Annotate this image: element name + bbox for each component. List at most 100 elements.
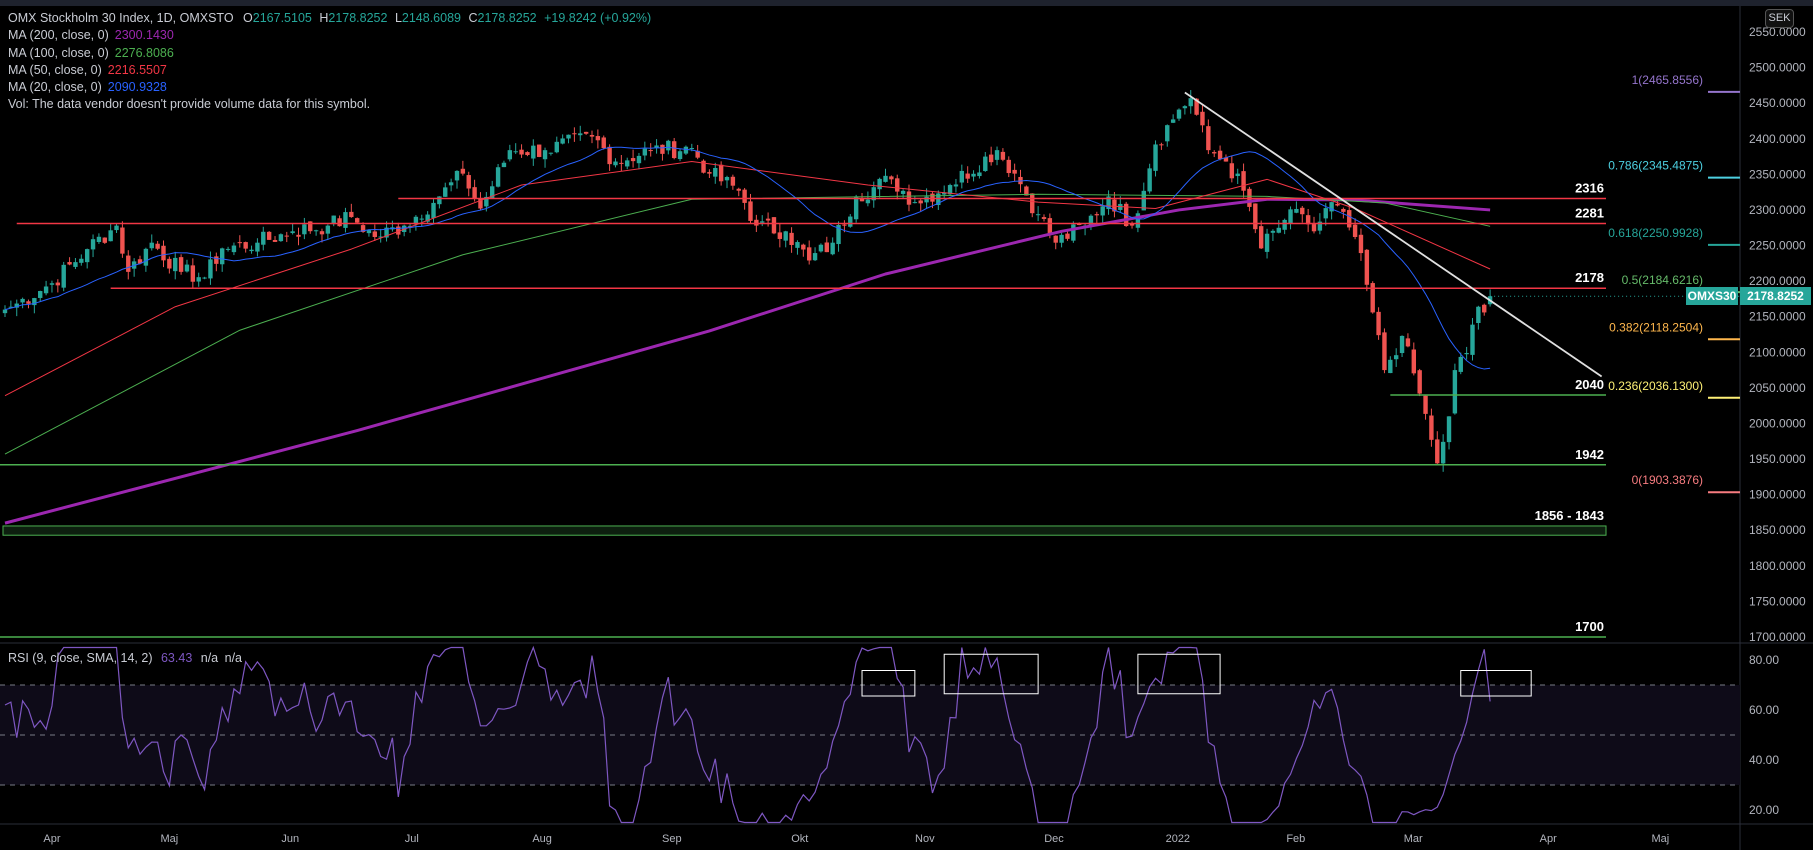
candle-body	[801, 244, 806, 250]
candle-body	[249, 249, 254, 252]
candle-body	[718, 164, 724, 182]
candle-body	[96, 236, 102, 242]
candle-body	[425, 214, 430, 222]
time-tick-label: Maj	[1651, 833, 1669, 845]
candle-body	[1376, 311, 1381, 336]
candle-body	[554, 141, 559, 153]
candle-body	[607, 146, 612, 165]
candle-body	[795, 242, 800, 248]
ma-line-ma50	[4, 161, 1491, 397]
fib-level-label: 0.618(2250.9928)	[1608, 226, 1703, 240]
candle-body	[942, 192, 947, 195]
candle-body	[1446, 416, 1452, 443]
price-tick-label: 2350.0000	[1749, 167, 1806, 181]
level-label: 1942	[1575, 447, 1604, 462]
candle-body	[1012, 169, 1017, 174]
candle-body	[595, 136, 601, 141]
candle-body	[1194, 98, 1199, 115]
candle-body	[859, 198, 865, 202]
candle-body	[1135, 213, 1141, 228]
candle-body	[1305, 215, 1311, 225]
ma-value: 2276.8086	[114, 45, 174, 60]
candle-body	[1347, 210, 1352, 228]
candle-body	[202, 277, 207, 279]
rsi-highlight-box	[1460, 670, 1532, 697]
candle-body	[883, 175, 888, 182]
candle-body	[589, 134, 595, 137]
rsi-legend[interactable]: RSI (9, close, SMA, 14, 2) 63.43 n/a n/a	[8, 651, 242, 665]
candle-body	[1364, 249, 1370, 285]
candle-body	[208, 259, 213, 279]
fib-level-label: 0(1903.3876)	[1632, 473, 1703, 487]
rsi-highlight-box	[943, 653, 1039, 695]
candle-body	[525, 152, 530, 156]
candle-body	[1358, 234, 1364, 254]
candle-body	[167, 258, 172, 269]
ma200-legend[interactable]: MA (200, close, 0) 2300.1430	[8, 27, 651, 44]
ma-line-ma20	[4, 146, 1491, 370]
candle-body	[1440, 441, 1446, 464]
candle-body	[219, 248, 225, 265]
candle-body	[8, 306, 14, 308]
candle-body	[349, 211, 354, 218]
time-tick-label: Jul	[405, 833, 419, 845]
candle-body	[173, 257, 178, 272]
candle-body	[325, 225, 331, 234]
candle-body	[1452, 370, 1458, 414]
ma20-legend[interactable]: MA (20, close, 0) 2090.9328	[8, 79, 651, 96]
candle-body	[1341, 208, 1346, 212]
candle-body	[613, 161, 618, 166]
candle-body	[372, 231, 378, 237]
ma100-legend[interactable]: MA (100, close, 0) 2276.8086	[8, 45, 651, 62]
time-tick-label: Apr	[1540, 833, 1557, 845]
change-value: +19.8242 (+0.92%)	[544, 11, 652, 25]
candle-body	[1212, 152, 1217, 154]
candle-body	[1388, 359, 1393, 374]
candle-body	[924, 196, 929, 203]
candle-body	[366, 230, 372, 234]
candle-body	[484, 196, 489, 207]
candle-body	[460, 168, 466, 174]
price-tick-label: 1800.0000	[1749, 559, 1806, 573]
candle-body	[360, 225, 366, 232]
candle-body	[478, 198, 483, 209]
candle-body	[343, 212, 348, 228]
candle-body	[61, 264, 66, 288]
currency-button[interactable]: SEK	[1765, 9, 1794, 28]
close-label: C	[468, 11, 478, 25]
candle-body	[284, 235, 289, 237]
high-value: 2178.8252	[328, 11, 388, 25]
candle-body	[771, 217, 777, 234]
candle-body	[1288, 209, 1293, 224]
candle-body	[120, 227, 125, 254]
support-zone	[2, 525, 1607, 536]
time-tick-label: Sep	[662, 833, 682, 845]
price-tick-label: 2250.0000	[1749, 239, 1806, 253]
candle-body	[231, 245, 237, 253]
time-tick-label: Mar	[1404, 833, 1423, 845]
candle-body	[190, 265, 196, 282]
price-tick-label: 2500.0000	[1749, 61, 1806, 75]
candle-body	[900, 190, 906, 194]
candle-body	[261, 231, 266, 245]
candle-body	[55, 282, 61, 286]
candle-body	[296, 234, 301, 237]
candle-body	[1170, 119, 1176, 123]
candle-body	[443, 187, 448, 197]
candle-body	[84, 249, 90, 263]
ma-label: MA (20, close, 0)	[8, 80, 102, 95]
candle-body	[337, 218, 342, 227]
candle-body	[1311, 224, 1317, 232]
time-tick-label: 2022	[1166, 833, 1190, 845]
candle-body	[572, 133, 577, 135]
candle-body	[2, 309, 8, 314]
ma50-legend[interactable]: MA (50, close, 0) 2216.5507	[8, 62, 651, 79]
price-tick-label: 1900.0000	[1749, 488, 1806, 502]
candle-body	[102, 237, 107, 243]
main-legend: OMX Stockholm 30 Index, 1D, OMXSTO O2167…	[8, 10, 651, 114]
fib-level-label: 0.382(2118.2504)	[1609, 320, 1703, 334]
candle-body	[266, 231, 272, 240]
candle-body	[842, 224, 847, 226]
candle-body	[918, 200, 923, 204]
